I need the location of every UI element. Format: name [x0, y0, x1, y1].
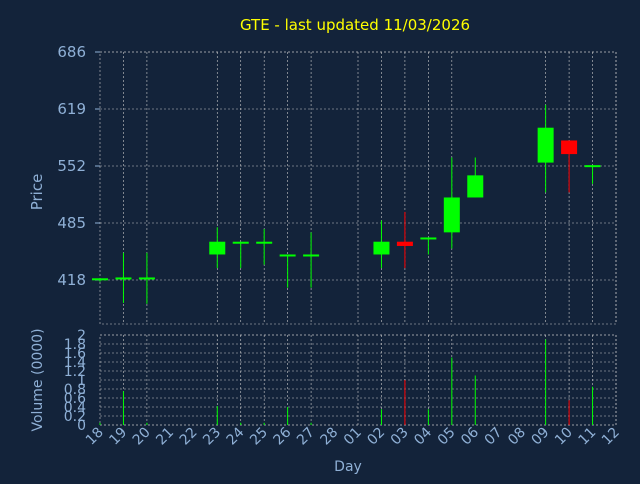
- x-tick-label: 11: [575, 425, 599, 449]
- candle-body: [279, 254, 296, 257]
- volume-axis-label: Volume (0000): [30, 328, 46, 431]
- x-axis-label: Day: [334, 459, 362, 475]
- x-tick-label: 27: [294, 425, 318, 449]
- x-tick-label: 09: [529, 425, 553, 449]
- volume-tick-label: 0.6: [64, 391, 86, 407]
- volume-tick-label: 1.4: [64, 355, 86, 371]
- price-tick-label: 686: [57, 43, 86, 61]
- candle-body: [209, 241, 226, 255]
- volume-tick-label: 2: [77, 328, 86, 344]
- price-tick-label: 552: [57, 157, 86, 175]
- x-tick-label: 06: [458, 424, 482, 448]
- x-tick-label: 28: [317, 425, 341, 449]
- candle-body: [303, 254, 320, 257]
- candle-body: [92, 278, 108, 281]
- candle-body: [467, 175, 484, 198]
- candle-body: [256, 241, 273, 244]
- x-tick-label: 12: [599, 425, 623, 449]
- candle-body: [232, 241, 249, 244]
- x-tick-label: 03: [388, 425, 412, 449]
- x-tick-label: 20: [130, 425, 154, 449]
- x-tick-label: 19: [106, 425, 130, 449]
- x-tick-label: 26: [271, 424, 295, 448]
- x-tick-label: 05: [435, 425, 459, 449]
- x-tick-label: 24: [224, 424, 248, 448]
- price-tick-label: 485: [57, 214, 86, 232]
- candle-body: [537, 127, 554, 163]
- x-tick-label: 23: [200, 425, 224, 449]
- x-tick-label: 02: [364, 425, 388, 449]
- volume-tick-label: 0.4: [64, 400, 86, 416]
- candle-body: [115, 277, 132, 280]
- volume-tick-label: 1: [77, 373, 86, 389]
- volume-tick-label: 1.8: [64, 337, 86, 353]
- volume-tick-label: 0.2: [64, 409, 86, 425]
- volume-tick-label: 1.6: [64, 346, 86, 362]
- x-tick-label: 21: [153, 425, 177, 449]
- x-tick-label: 22: [177, 425, 201, 449]
- candle-body: [373, 241, 390, 255]
- x-tick-label: 10: [552, 425, 576, 449]
- x-tick-label: 07: [482, 425, 506, 449]
- x-tick-label: 18: [83, 425, 107, 449]
- x-tick-label: 08: [505, 425, 529, 449]
- x-tick-label: 25: [247, 425, 271, 449]
- volume-tick-label: 0.8: [64, 382, 86, 398]
- price-axis-label: Price: [28, 174, 46, 211]
- x-tick-label: 04: [411, 424, 435, 448]
- chart-title: GTE - last updated 11/03/2026: [240, 16, 470, 34]
- price-tick-label: 619: [57, 100, 86, 118]
- candle-body: [138, 277, 155, 280]
- volume-tick-label: 1.2: [64, 364, 86, 380]
- volume-tick-label: 0: [77, 418, 86, 434]
- candle-body: [443, 197, 460, 233]
- candle-body: [561, 140, 578, 155]
- price-tick-label: 418: [57, 271, 86, 289]
- candle-body: [584, 165, 601, 168]
- x-tick-label: 01: [341, 425, 365, 449]
- price-panel: 686 619 552 485 418: [57, 43, 617, 325]
- candle-body: [420, 237, 437, 240]
- candle-body: [396, 241, 413, 246]
